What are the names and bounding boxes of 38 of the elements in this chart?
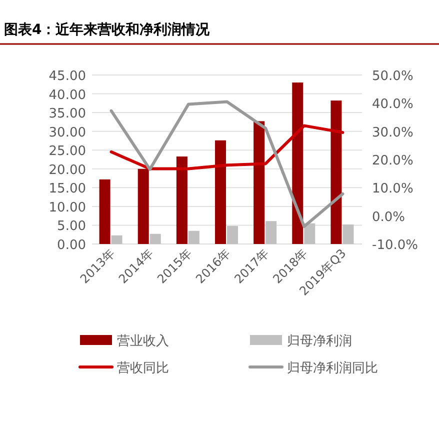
y-tick-label: 30.00	[48, 125, 86, 140]
y2-tick-label: 50.0%	[372, 69, 414, 84]
y-tick-label: 40.00	[48, 88, 86, 103]
y-tick-label: 15.00	[48, 182, 86, 197]
legend-label: 营业收入	[117, 334, 169, 349]
bar	[227, 226, 238, 244]
bar	[99, 179, 110, 244]
y-tick-label: 25.00	[48, 144, 86, 160]
bar	[138, 168, 149, 244]
y2-tick-label: 40.0%	[372, 97, 414, 112]
y2-tick-label: 10.0%	[372, 182, 414, 197]
bar	[330, 100, 342, 244]
y-tick-label: 5.00	[57, 219, 86, 234]
chart-title: 图表4：近年来营收和净利润情况	[4, 21, 211, 38]
bar	[111, 235, 122, 244]
y2-tick-label: -10.0%	[372, 238, 418, 253]
bar	[188, 230, 200, 244]
y-tick-label: 10.00	[48, 200, 86, 216]
bar	[150, 234, 161, 244]
bar	[342, 224, 354, 244]
y-tick-label: 0.00	[57, 238, 86, 253]
legend-label: 归母净利润	[287, 334, 352, 349]
line-series	[110, 100, 344, 228]
bar	[176, 156, 188, 244]
legend-label: 营收同比	[117, 361, 169, 376]
y2-tick-label: 20.0%	[372, 154, 414, 168]
bar	[304, 223, 316, 244]
bar	[215, 140, 226, 244]
bar	[266, 221, 277, 244]
y2-tick-label: 0.0%	[372, 210, 406, 225]
legend-label: 归母净利润同比	[287, 361, 378, 376]
y-tick-label: 35.00	[48, 106, 86, 122]
bar	[292, 82, 304, 244]
bar	[254, 121, 265, 244]
y-tick-label: 45.00	[48, 69, 86, 84]
y-tick-label: 20.00	[48, 162, 86, 178]
line-series	[110, 124, 344, 170]
y2-tick-label: 30.0%	[372, 125, 414, 140]
